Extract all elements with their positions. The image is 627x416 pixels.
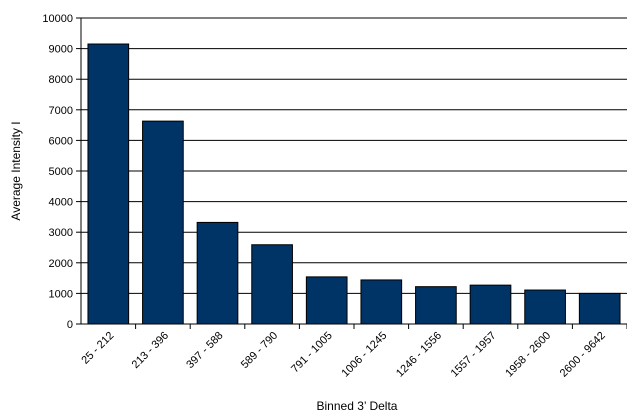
bar [578,292,621,325]
y-tick-label: 1000 [49,288,73,300]
x-tick-label: 2600 - 9642 [558,330,608,380]
bar [469,284,512,325]
y-tick-label: 3000 [49,227,73,239]
x-tick-label: 397 - 588 [184,330,225,371]
bar [142,120,184,325]
y-tick-label: 10000 [42,13,73,25]
y-tick-label: 9000 [49,44,73,56]
bar [196,221,239,325]
y-tick-label: 5000 [49,166,73,178]
bar [524,289,566,325]
y-tick-label: 4000 [49,197,73,209]
x-tick-label: 213 - 396 [130,330,171,371]
bar [360,279,403,325]
bar [251,244,293,325]
y-tick-label: 0 [67,319,73,331]
x-tick-label: 1958 - 2600 [503,330,553,380]
axes [76,17,627,329]
x-axis-label: Binned 3’ Delta [317,399,398,413]
y-tick-label: 8000 [49,74,73,86]
bar [415,286,457,325]
x-tick-label: 1006 - 1245 [339,330,389,380]
x-tick-label: 1246 - 1556 [394,330,444,380]
y-tick-label: 2000 [49,258,73,270]
x-tick-labels: 25 - 212 213 - 396 397 - 588 589 - 790 791 -… [79,330,607,380]
x-tick-label: 589 - 790 [239,330,280,371]
y-tick-label: 6000 [49,135,73,147]
x-tick-label: 1557 - 1957 [449,330,499,380]
x-tick-label: 791 - 1005 [289,330,335,376]
bar [305,276,348,325]
bars [87,43,621,325]
y-tick-label: 7000 [49,105,73,117]
y-axis-label: Average Intensity I [9,121,23,220]
x-tick-label: 25 - 212 [79,330,116,367]
y-tick-labels: 0 1000 2000 3000 4000 5000 6000 7000 8000 9000 100… [42,13,73,331]
bar [87,43,130,325]
